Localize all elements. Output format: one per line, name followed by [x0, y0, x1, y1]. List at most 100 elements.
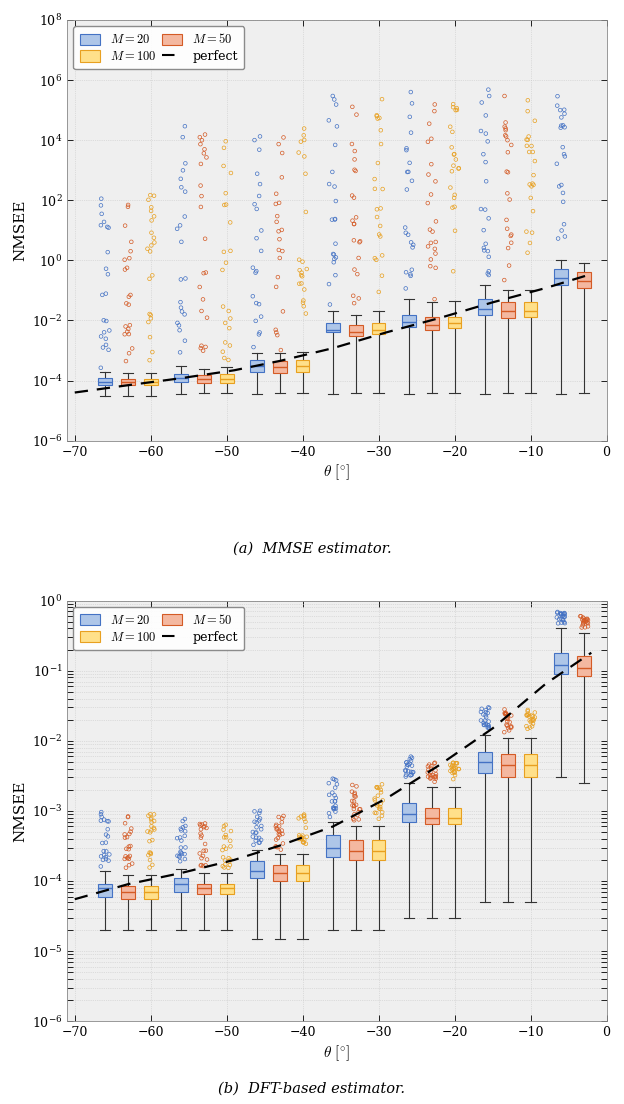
Point: [145, 805, 155, 822]
Point: [506, 225, 516, 243]
Point: [407, 766, 417, 784]
Point: [197, 131, 207, 149]
Point: [446, 118, 456, 136]
Point: [145, 851, 155, 869]
Point: [126, 233, 136, 251]
Point: [426, 763, 436, 781]
Point: [255, 802, 265, 819]
Point: [552, 608, 562, 626]
Point: [145, 328, 155, 346]
Bar: [273, 864, 286, 881]
Point: [256, 817, 266, 835]
Point: [103, 265, 113, 283]
Point: [251, 829, 261, 847]
Point: [349, 787, 359, 805]
Point: [481, 709, 491, 726]
Point: [149, 819, 159, 837]
Point: [578, 614, 588, 631]
Point: [196, 339, 206, 357]
Point: [299, 119, 309, 137]
Point: [558, 138, 568, 156]
Point: [526, 189, 536, 206]
Point: [425, 221, 435, 238]
Point: [484, 248, 494, 266]
Point: [331, 799, 341, 817]
Point: [176, 299, 186, 317]
Point: [431, 765, 441, 783]
Point: [404, 755, 414, 773]
Point: [559, 100, 569, 118]
Point: [225, 851, 235, 869]
Point: [120, 829, 130, 847]
Point: [219, 243, 229, 261]
Point: [278, 835, 288, 852]
Point: [502, 220, 512, 237]
Point: [527, 178, 537, 195]
Point: [558, 611, 568, 628]
Point: [298, 827, 308, 845]
Point: [376, 200, 386, 217]
Point: [301, 819, 311, 837]
Point: [123, 197, 133, 214]
Point: [177, 179, 187, 197]
Point: [252, 808, 262, 826]
Point: [197, 337, 207, 354]
Point: [144, 847, 154, 864]
Point: [370, 792, 380, 809]
Point: [225, 857, 235, 874]
Point: [221, 816, 231, 834]
Bar: [524, 754, 537, 777]
Point: [401, 766, 411, 784]
Point: [251, 295, 261, 312]
Point: [299, 297, 309, 315]
Point: [426, 257, 436, 275]
Point: [429, 773, 439, 790]
Point: [523, 92, 533, 109]
Point: [254, 834, 264, 851]
Point: [328, 769, 338, 787]
Point: [104, 813, 114, 830]
Point: [558, 117, 568, 135]
Point: [101, 842, 111, 860]
Point: [502, 707, 512, 724]
Point: [578, 616, 588, 634]
Point: [431, 769, 441, 787]
Point: [125, 286, 135, 304]
Point: [480, 201, 490, 219]
Point: [124, 320, 134, 338]
Point: [96, 328, 106, 346]
Point: [581, 612, 591, 629]
Point: [325, 296, 335, 314]
Point: [124, 848, 134, 866]
Point: [120, 326, 130, 343]
Point: [254, 188, 264, 205]
Point: [372, 778, 382, 796]
Point: [296, 275, 306, 293]
Point: [255, 141, 265, 159]
Point: [349, 215, 359, 233]
Point: [330, 211, 340, 229]
Point: [500, 701, 510, 719]
Point: [254, 295, 264, 312]
Point: [582, 611, 592, 628]
Point: [583, 612, 593, 629]
Point: [406, 766, 416, 784]
Point: [298, 294, 308, 311]
Point: [145, 270, 155, 288]
X-axis label: $\theta\ [^{\circ}]$: $\theta\ [^{\circ}]$: [323, 1043, 351, 1063]
Point: [400, 219, 410, 236]
Point: [506, 718, 516, 735]
Point: [401, 141, 411, 159]
Point: [523, 103, 533, 120]
Point: [426, 769, 436, 787]
Point: [196, 857, 206, 874]
Point: [583, 617, 593, 635]
Point: [446, 756, 456, 774]
Bar: [220, 884, 233, 894]
Point: [277, 221, 287, 238]
Point: [431, 172, 441, 190]
Point: [278, 807, 288, 825]
Point: [378, 792, 388, 809]
Point: [484, 699, 494, 716]
Point: [145, 824, 155, 841]
